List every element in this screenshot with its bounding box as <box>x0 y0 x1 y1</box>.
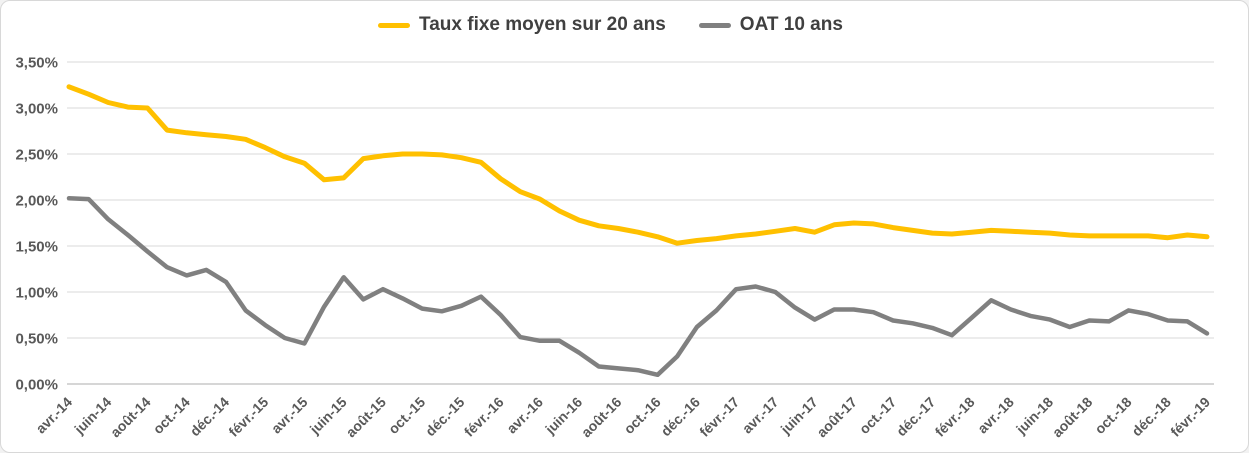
x-tick-label: déc.-18 <box>1128 394 1174 440</box>
y-tick-label: 2,00% <box>15 193 58 210</box>
legend-item-oat: OAT 10 ans <box>698 14 843 36</box>
y-tick-label: 0,00% <box>15 377 58 394</box>
legend-label-oat: OAT 10 ans <box>739 14 843 35</box>
x-tick-label: avr.-14 <box>32 394 75 437</box>
series-line-oat <box>66 195 1210 378</box>
y-tick-label: 1,00% <box>15 285 58 302</box>
x-tick-label: août-18 <box>1049 394 1096 441</box>
x-tick-label: déc.-16 <box>658 394 704 440</box>
x-tick-label: oct.-15 <box>385 394 428 437</box>
y-tick-label: 1,50% <box>15 239 58 256</box>
x-tick-label: avr.-15 <box>268 394 311 437</box>
y-tick-label: 0,50% <box>15 331 58 348</box>
y-tick-label: 3,50% <box>15 55 58 72</box>
legend-label-taux-fixe: Taux fixe moyen sur 20 ans <box>419 14 666 35</box>
x-tick-label: oct.-18 <box>1091 394 1134 437</box>
chart-legend: Taux fixe moyen sur 20 ans OAT 10 ans <box>1 10 1234 40</box>
y-tick-label: 2,50% <box>15 147 58 164</box>
x-tick-label: févr.-16 <box>461 394 507 440</box>
x-tick-label: févr.-15 <box>225 394 271 440</box>
series-line-taux-fixe <box>66 84 1210 246</box>
x-tick-label: avr.-17 <box>739 394 782 437</box>
x-tick-label: févr.-18 <box>932 394 978 440</box>
x-tick-label: août-15 <box>343 394 390 441</box>
x-tick-label: févr.-19 <box>1167 394 1213 440</box>
x-tick-label: août-16 <box>578 394 625 441</box>
x-tick-label: févr.-17 <box>696 394 742 440</box>
x-tick-label: août-14 <box>107 394 154 441</box>
x-tick-label: oct.-16 <box>621 394 664 437</box>
x-tick-label: août-17 <box>813 394 860 441</box>
x-tick-label: déc.-14 <box>187 394 233 440</box>
x-tick-label: oct.-14 <box>150 394 193 437</box>
legend-item-taux-fixe: Taux fixe moyen sur 20 ans <box>378 14 666 36</box>
legend-swatch-oat-icon <box>698 22 731 28</box>
x-tick-label: avr.-16 <box>503 394 546 437</box>
legend-swatch-taux-fixe-icon <box>378 22 411 28</box>
x-tick-label: déc.-17 <box>893 394 939 440</box>
x-tick-label: avr.-18 <box>974 394 1017 437</box>
y-tick-label: 3,00% <box>15 101 58 118</box>
x-tick-label: déc.-15 <box>422 394 468 440</box>
x-tick-label: oct.-17 <box>856 394 899 437</box>
